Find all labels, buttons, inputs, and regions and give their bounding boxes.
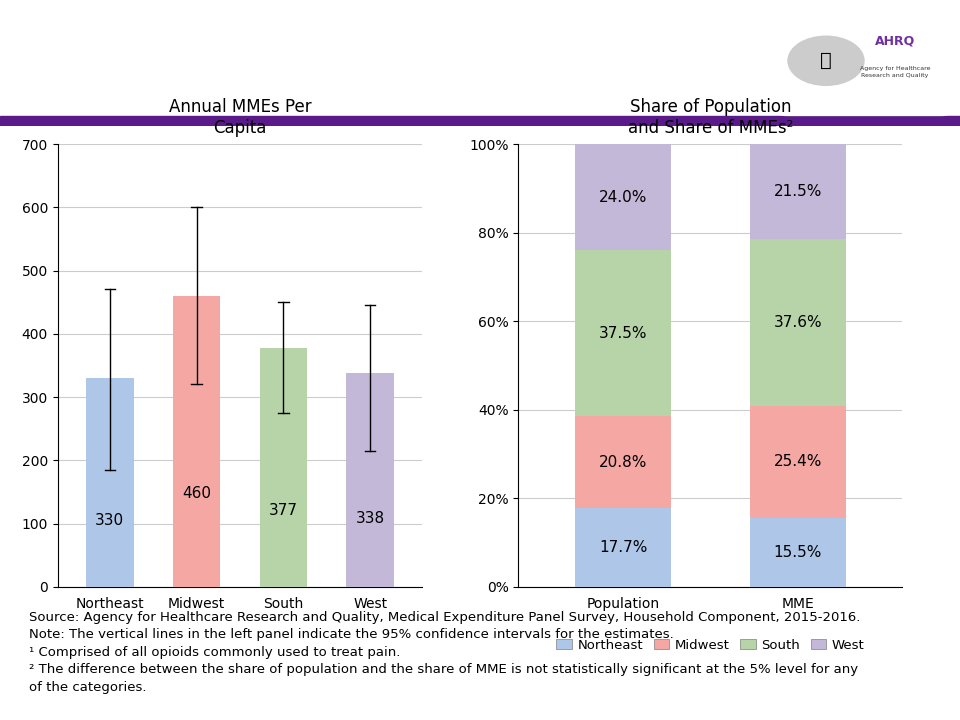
Text: 330: 330 [95,513,124,528]
Title: Annual MMEs Per
Capita: Annual MMEs Per Capita [169,98,311,137]
Bar [575,508,671,587]
Bar [575,416,671,508]
Text: 20.8%: 20.8% [599,455,647,470]
Bar [750,239,846,405]
Text: 15.5%: 15.5% [774,545,822,560]
Text: 460: 460 [182,486,211,501]
Bar [85,378,133,587]
Legend: Northeast, Midwest, South, West: Northeast, Midwest, South, West [551,634,870,657]
Title: Share of Population
and Share of MMEs²: Share of Population and Share of MMEs² [628,98,793,137]
Text: AHRQ: AHRQ [875,34,915,48]
Text: 37.5%: 37.5% [599,325,647,341]
Text: Source: Agency for Healthcare Research and Quality, Medical Expenditure Panel Su: Source: Agency for Healthcare Research a… [29,611,860,693]
Bar [750,518,846,587]
Bar [575,144,671,251]
Circle shape [788,36,864,86]
Bar [0,116,960,126]
Text: 24.0%: 24.0% [599,189,647,204]
Text: 338: 338 [356,511,385,526]
Bar [173,296,221,587]
Text: 37.6%: 37.6% [774,315,822,330]
Text: 21.5%: 21.5% [774,184,822,199]
Text: 🦅: 🦅 [820,51,832,71]
Text: Agency for Healthcare
Research and Quality: Agency for Healthcare Research and Quali… [860,66,930,78]
Text: 17.7%: 17.7% [599,540,647,555]
Bar [750,144,846,239]
Text: 377: 377 [269,503,298,518]
Bar [259,348,307,587]
Bar [575,251,671,416]
Bar [750,405,846,518]
Bar [347,373,395,587]
Text: 25.4%: 25.4% [774,454,822,469]
Text: Figure 11a: Annual Morphine Milligram Equivalents (MMEs) of outpatient prescript: Figure 11a: Annual Morphine Milligram Eq… [0,25,834,88]
FancyBboxPatch shape [778,11,950,115]
